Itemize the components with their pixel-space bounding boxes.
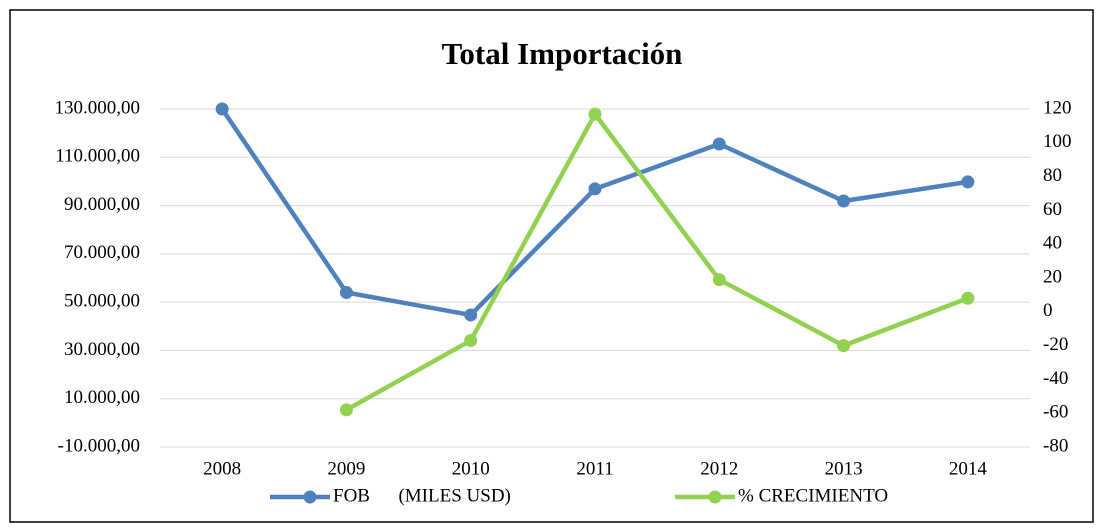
x-tick-label: 2009 (327, 458, 365, 479)
y2-tick-label: 100 (1043, 131, 1072, 152)
x-tick-label: 2008 (203, 458, 241, 479)
y2-tick-label: -20 (1043, 334, 1068, 355)
y-tick-label: 50.000,00 (64, 291, 140, 312)
x-tick-label: 2011 (576, 458, 613, 479)
x-tick-label: 2013 (825, 458, 863, 479)
data-point (588, 182, 602, 196)
chart-border (9, 9, 1094, 523)
data-point (339, 403, 353, 417)
y-tick-label: 90.000,00 (64, 194, 140, 215)
y-tick-label: 110.000,00 (55, 146, 140, 167)
x-tick-label: 2010 (452, 458, 490, 479)
y2-tick-label: 120 (1043, 97, 1072, 118)
y2-tick-label: 0 (1043, 300, 1053, 321)
data-point (464, 308, 478, 322)
y2-tick-label: -60 (1043, 402, 1068, 423)
data-point (712, 137, 726, 151)
y-tick-label: -10.000,00 (58, 435, 140, 456)
chart-title: Total Importación (442, 36, 683, 71)
y2-tick-label: 60 (1043, 199, 1062, 220)
legend-label: FOB (MILES USD) (333, 485, 511, 506)
data-point (961, 291, 975, 305)
series-line (345, 111, 969, 412)
data-point (464, 334, 478, 348)
x-tick-label: 2014 (949, 458, 988, 479)
y-tick-label: 30.000,00 (64, 339, 140, 360)
y2-tick-label: -80 (1043, 435, 1068, 456)
y2-tick-label: 40 (1043, 233, 1062, 254)
y2-tick-label: 20 (1043, 266, 1062, 287)
data-point (837, 339, 851, 353)
y2-tick-label: 80 (1043, 165, 1062, 186)
y2-tick-label: -40 (1043, 368, 1068, 389)
data-point (961, 175, 975, 189)
data-point (588, 107, 602, 121)
legend-marker (708, 490, 722, 504)
data-point (837, 194, 851, 208)
x-tick-label: 2012 (700, 458, 738, 479)
legend-marker (303, 490, 317, 504)
y-tick-label: 70.000,00 (64, 242, 140, 263)
y-tick-label: 10.000,00 (64, 387, 140, 408)
data-point (215, 102, 229, 116)
data-point (339, 285, 353, 299)
data-point (712, 273, 726, 287)
y-tick-label: 130.000,00 (55, 97, 141, 118)
legend-label: % CRECIMIENTO (738, 485, 888, 506)
